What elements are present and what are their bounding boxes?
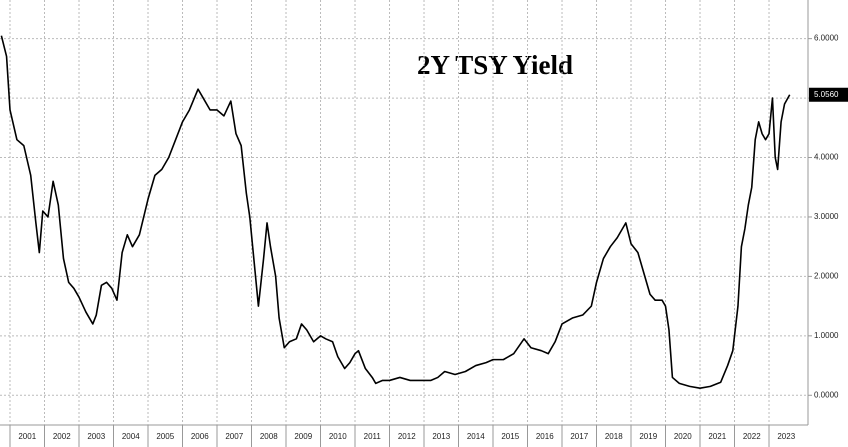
x-tick-label: 2009 — [294, 432, 312, 441]
x-tick-label: 2023 — [777, 432, 795, 441]
x-tick-label: 2015 — [501, 432, 519, 441]
y-tick-label: 4.0000 — [814, 153, 839, 162]
x-tick-label: 2001 — [18, 432, 36, 441]
x-tick-label: 2022 — [743, 432, 761, 441]
x-tick-label: 2010 — [329, 432, 347, 441]
x-tick-label: 2007 — [225, 432, 243, 441]
y-tick-label: 1.0000 — [814, 331, 839, 340]
x-tick-label: 2004 — [122, 432, 140, 441]
y-tick-label: 3.0000 — [814, 212, 839, 221]
y-tick-label: 2.0000 — [814, 272, 839, 281]
x-tick-label: 2019 — [639, 432, 657, 441]
x-tick-label: 2021 — [708, 432, 726, 441]
x-tick-label: 2014 — [467, 432, 485, 441]
y-tick-label: 0.0000 — [814, 390, 839, 399]
x-tick-label: 2018 — [605, 432, 623, 441]
x-tick-label: 2003 — [87, 432, 105, 441]
last-value-label: 5.0560 — [814, 90, 839, 99]
x-tick-label: 2008 — [260, 432, 278, 441]
x-tick-label: 2005 — [156, 432, 174, 441]
x-tick-label: 2016 — [536, 432, 554, 441]
chart-title: 2Y TSY Yield — [417, 50, 573, 80]
x-tick-label: 2017 — [570, 432, 588, 441]
line-series — [0, 35, 791, 389]
x-tick-label: 2002 — [53, 432, 71, 441]
x-tick-label: 2012 — [398, 432, 416, 441]
x-tick-label: 2011 — [364, 432, 382, 441]
y-tick-label: 6.0000 — [814, 34, 839, 43]
x-tick-label: 2006 — [191, 432, 209, 441]
x-tick-label: 2020 — [674, 432, 692, 441]
x-tick-label: 2013 — [432, 432, 450, 441]
last-value-box — [809, 87, 848, 102]
